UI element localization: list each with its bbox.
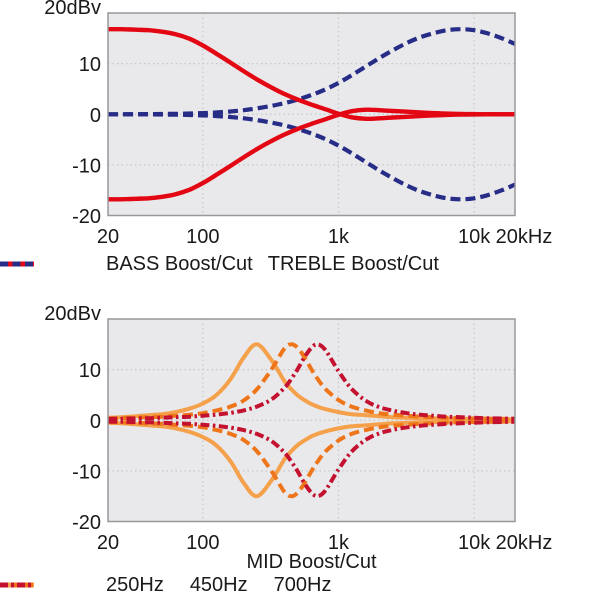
y-axis-tick-label: -10	[72, 461, 101, 483]
legend-item-treble: TREBLE Boost/Cut	[0, 252, 439, 276]
mid-legend: 250Hz 450Hz 700Hz	[0, 572, 600, 598]
x-axis-tick-label: 10k	[458, 532, 491, 554]
x-axis-tick-label: 1k	[328, 226, 350, 248]
legend-item-700hz: 700Hz	[0, 573, 332, 597]
legend-label-250hz: 250Hz	[106, 573, 164, 596]
legend-swatch-700hz	[0, 582, 34, 588]
x-axis-tick-label: 20	[97, 226, 119, 248]
y-axis-tick-label: 0	[90, 105, 101, 127]
y-axis-tick-label: 10	[79, 54, 101, 76]
bass-treble-legend: BASS Boost/Cut TREBLE Boost/Cut	[0, 251, 600, 277]
legend-item-250hz: 250Hz	[0, 573, 164, 597]
treble-cut-curve	[107, 112, 516, 202]
legend-label-treble: TREBLE Boost/Cut	[267, 252, 439, 275]
x-axis-tick-label: 100	[186, 532, 219, 554]
legend-label-bass: BASS Boost/Cut	[106, 252, 253, 275]
x-axis-label: MID Boost/Cut	[246, 551, 376, 573]
x-axis-tick-label: 10k	[458, 226, 491, 248]
plot-border	[107, 318, 516, 523]
y-axis-tick-label: 0	[90, 411, 101, 433]
y-axis-tick-label: 10	[79, 360, 101, 382]
plot-border	[107, 12, 516, 217]
x-axis-tick-label: 20kHz	[496, 532, 553, 554]
mid-700-boost-curve	[107, 342, 516, 421]
x-axis-tick-label: 20	[97, 532, 119, 554]
bass-cut-curve	[107, 107, 515, 202]
x-axis-tick-label: 20kHz	[496, 226, 553, 248]
legend-swatch-treble	[0, 261, 34, 267]
legend-label-700hz: 700Hz	[273, 573, 332, 596]
y-axis-tick-label: 20dBv	[44, 0, 101, 19]
y-axis-tick-label: -10	[72, 155, 101, 177]
y-axis-tick-label: -20	[72, 206, 101, 228]
legend-item-bass: BASS Boost/Cut	[0, 252, 253, 276]
legend-item-450hz: 450Hz	[0, 573, 248, 597]
legend-label-450hz: 450Hz	[189, 573, 248, 596]
y-axis-tick-label: -20	[72, 512, 101, 534]
x-axis-tick-label: 100	[186, 226, 219, 248]
y-axis-tick-label: 20dBv	[44, 306, 101, 325]
mid-700-cut-curve	[107, 419, 516, 499]
x-axis-tick-label: 1k	[328, 532, 350, 554]
